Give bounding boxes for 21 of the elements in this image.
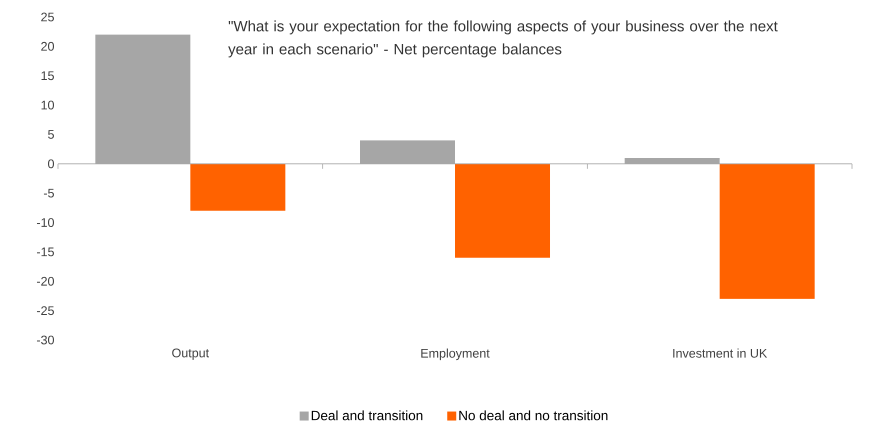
legend-label: No deal and no transition [459,410,608,420]
y-tick-label: -30 [36,336,54,344]
x-tick-label: Employment [421,348,490,360]
y-tick-label: 15 [42,71,54,80]
x-tick-label: Investment in UK [673,348,768,358]
legend-label: Deal and transition [312,410,422,420]
y-tick-label: 5 [48,130,54,139]
bar [720,164,815,299]
y-tick-label: -20 [36,276,54,286]
y-tick-label: -25 [36,306,54,316]
annotation: "What is your expectation for the following aspects of your business over the next year in each scenario" - Net percentage balances [228,20,778,58]
y-tick-label: 0 [48,159,54,168]
bar [190,164,286,211]
y-tick-label: -15 [36,248,54,256]
y-tick-label: 10 [42,100,54,110]
y-tick-label: 25 [41,12,54,22]
bar [455,164,550,258]
y-tick-label: 20 [41,42,54,51]
y-tick-label: -5 [44,188,54,198]
y-tick-label: -10 [36,218,54,227]
x-tick-label: Output [172,348,209,360]
